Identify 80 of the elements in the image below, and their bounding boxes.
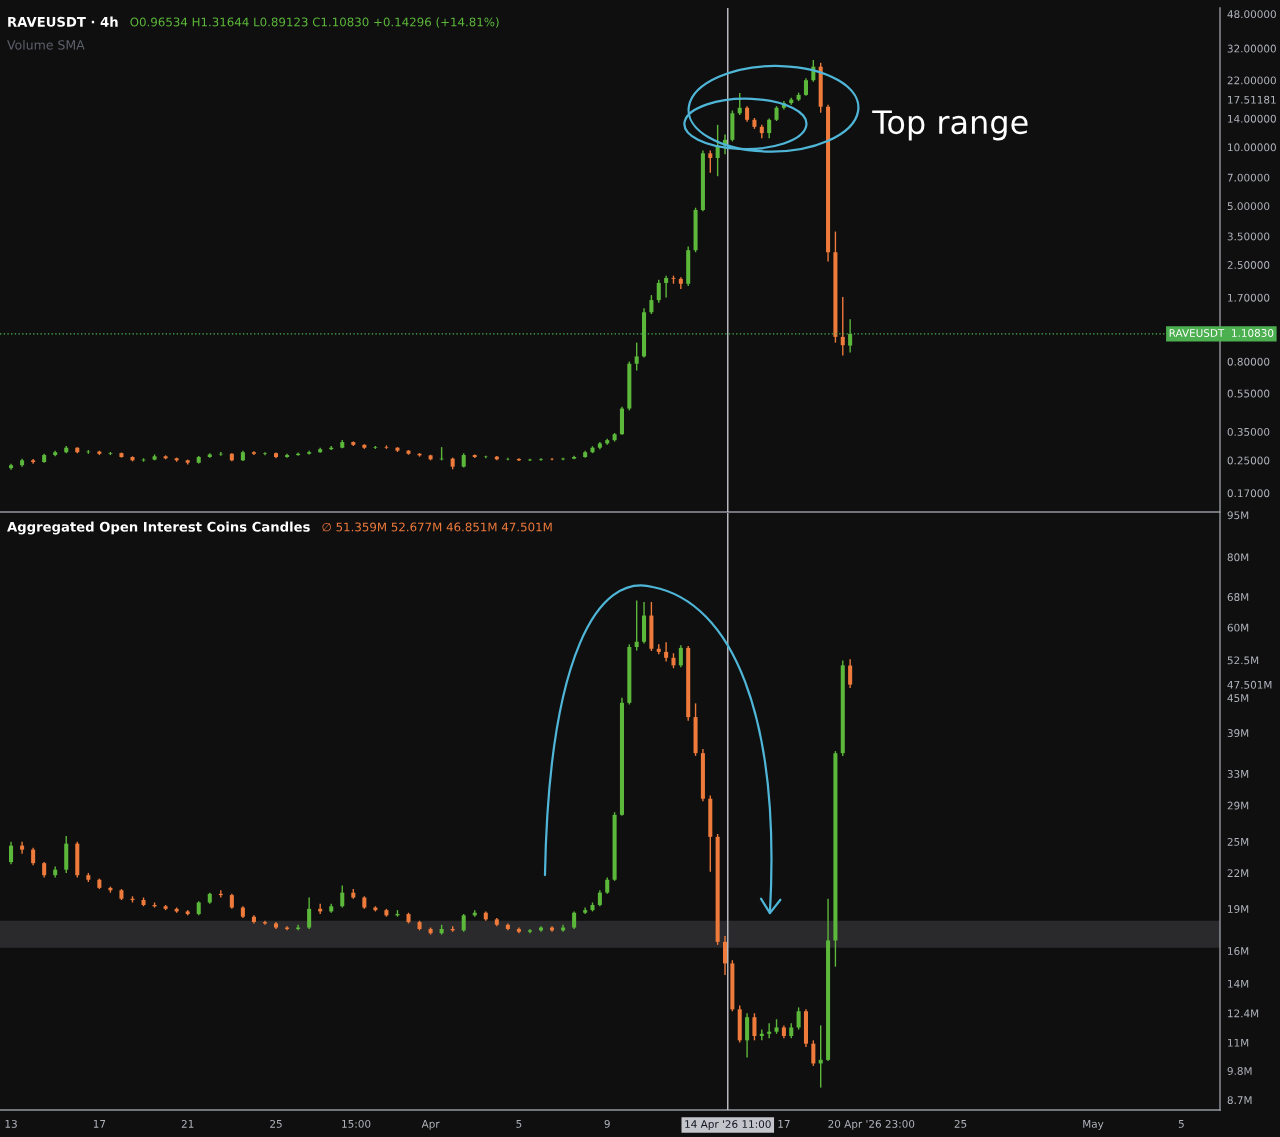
x-tick-label: 17	[93, 1120, 106, 1128]
y-tick-label: 14M	[1228, 979, 1249, 988]
y-tick-label: 11M	[1228, 1038, 1249, 1047]
candlestick	[767, 117, 772, 139]
y-tick-label: 39M	[1227, 729, 1249, 737]
y-tick-label: 80M	[1227, 553, 1249, 562]
candlestick	[340, 884, 345, 909]
candlestick	[634, 599, 639, 652]
y-tick-label: 3.50000	[1227, 232, 1270, 241]
text: O0.96534 H1.31644 L0.89123 C1.10830 +0.14296 (+14.81%)	[130, 17, 499, 28]
candlestick	[664, 274, 669, 299]
y-tick-label: 0.25000	[1227, 456, 1270, 465]
y-tick-label: 29M	[1227, 801, 1249, 810]
y-tick-label: 17.51181	[1228, 95, 1276, 104]
y-tick-label: 60M	[1227, 623, 1249, 632]
y-tick-label: 22M	[1227, 869, 1249, 877]
y-tick-label: 9.8M	[1227, 1067, 1252, 1075]
y-tick-label: 0.17000	[1227, 489, 1270, 498]
candlestick	[848, 658, 853, 689]
y-tick-label: 95M	[1227, 511, 1249, 520]
y-tick-label: 5.00000	[1227, 202, 1270, 211]
candlestick	[664, 641, 669, 663]
y-tick-label: 0.55000	[1227, 389, 1270, 398]
candlestick	[840, 296, 845, 357]
ref-line-label: 14 Apr '26 11:00	[685, 1120, 771, 1131]
annotation: Volume SMA	[7, 39, 85, 50]
x-tick-label: 15:00	[342, 1119, 371, 1128]
x-tick-label: May	[1083, 1120, 1104, 1130]
candlestick	[649, 294, 654, 315]
ref-line-label: RAVEUSDT 1.10830	[1169, 329, 1274, 337]
x-tick-label: 9	[604, 1119, 610, 1128]
y-tick-label: 1.70000	[1228, 293, 1270, 302]
y-tick-label: 32.00000	[1227, 44, 1276, 53]
text: ∅ 51.359M 52.677M 46.851M 47.501M	[322, 522, 552, 532]
candlestick	[722, 935, 728, 976]
y-tick-label: 2.50000	[1227, 261, 1270, 269]
y-tick-label: 33M	[1227, 769, 1249, 778]
candlestick	[9, 840, 14, 865]
y-tick-label: 0.80000	[1227, 357, 1270, 366]
candlestick	[752, 1012, 757, 1042]
y-tick-label: 8.7M	[1227, 1096, 1252, 1105]
y-tick-label: 45M	[1227, 694, 1249, 702]
candlestick	[656, 278, 661, 304]
text: RAVEUSDT · 4h	[8, 16, 118, 27]
y-tick-label: 16M	[1228, 947, 1249, 955]
candlestick	[811, 1039, 816, 1067]
candlestick	[737, 92, 742, 116]
x-tick-label: 5	[516, 1120, 522, 1128]
candlestick	[262, 451, 267, 457]
x-tick-label: 21	[181, 1119, 194, 1128]
candlestick	[678, 644, 683, 668]
y-tick-label: 7.00000	[1227, 173, 1270, 182]
candlestick	[307, 896, 312, 930]
annotation: Top range	[872, 110, 1028, 141]
candlestick	[538, 457, 544, 462]
candlestick	[708, 149, 713, 174]
text: Aggregated Open Interest Coins Candles	[7, 521, 310, 535]
y-tick-label: 25M	[1227, 837, 1249, 846]
y-tick-label: 22.00000	[1227, 76, 1276, 85]
x-tick-label: 13	[5, 1119, 17, 1128]
y-tick-label: 10.00000	[1228, 143, 1276, 152]
y-tick-label: 0.35000	[1227, 427, 1270, 436]
x-tick-label: 25	[954, 1119, 967, 1128]
y-tick-label: 68M	[1227, 593, 1249, 601]
candlestick	[745, 1012, 750, 1059]
y-tick-label: 14.00000	[1228, 114, 1276, 123]
x-tick-label: 17	[778, 1120, 790, 1128]
y-tick-label: 47.501M	[1227, 680, 1272, 689]
x-tick-label: 25	[270, 1119, 282, 1128]
x-tick-label: Apr	[421, 1120, 440, 1130]
y-tick-label: 48.00000	[1227, 10, 1276, 19]
x-tick-label: 20 Apr '26 23:00	[828, 1119, 915, 1130]
candlestick	[796, 1006, 801, 1031]
x-tick-label: 5	[1178, 1120, 1184, 1128]
y-tick-label: 19M	[1228, 905, 1249, 913]
y-tick-label: 52.5M	[1227, 656, 1259, 665]
candlestick	[848, 318, 853, 354]
candlestick	[20, 840, 25, 855]
y-tick-label: 12.4M	[1228, 1009, 1259, 1018]
candlestick	[634, 341, 639, 372]
